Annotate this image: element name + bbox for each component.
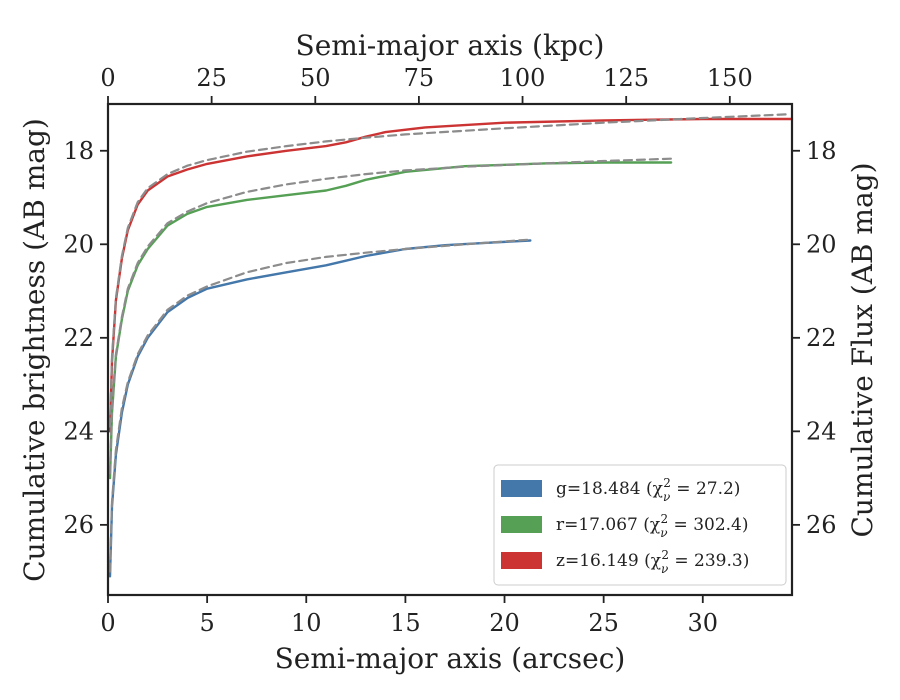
- model-line-z: [108, 113, 790, 428]
- top-x-tick-label: 125: [603, 64, 649, 92]
- curves-layer: [108, 113, 794, 578]
- top-x-axis-label: Semi-major axis (kpc): [296, 29, 605, 62]
- right-y-tick-label: 18: [806, 137, 837, 165]
- right-y-tick-label: 24: [806, 417, 837, 445]
- top-x-tick-label: 150: [707, 64, 753, 92]
- legend: g=18.484 (χν2 = 27.2) r=17.067 (χν2 = 302…: [493, 464, 787, 586]
- right-y-tick-label: 20: [806, 230, 837, 258]
- legend-box: [493, 464, 787, 586]
- y-tick-label: 24: [63, 417, 94, 445]
- x-tick-label: 5: [199, 609, 214, 637]
- y-axis-label: Cumulative brightness (AB mag): [18, 118, 51, 582]
- right-y-tick-label: 22: [806, 324, 837, 352]
- legend-swatch: [501, 516, 542, 533]
- plot-frame: [106, 102, 794, 597]
- series-line-g: [108, 239, 532, 578]
- y-tick-label: 18: [63, 137, 94, 165]
- ticks-layer: 0 5 10 15 20 25 30 0 25 50 75 100 125 150 18 18 20 20 22 22…: [63, 64, 836, 637]
- x-tick-label: 15: [390, 609, 421, 637]
- model-line-g: [108, 238, 532, 573]
- x-tick-label: 20: [489, 609, 520, 637]
- model-line-r: [108, 157, 673, 475]
- legend-label: r=17.067 (χν2 = 302.4): [556, 512, 749, 540]
- x-tick-label: 25: [588, 609, 619, 637]
- y-tick-label: 20: [63, 230, 94, 258]
- x-axis-label: Semi-major axis (arcsec): [275, 642, 626, 675]
- top-x-tick-label: 100: [500, 64, 546, 92]
- top-x-tick-label: 0: [100, 64, 115, 92]
- top-x-tick-label: 75: [404, 64, 435, 92]
- legend-swatch: [501, 480, 542, 497]
- y-tick-label: 22: [63, 324, 94, 352]
- series-line-z: [108, 117, 794, 433]
- x-tick-label: 10: [291, 609, 322, 637]
- x-tick-label: 30: [688, 609, 719, 637]
- right-y-axis-label: Cumulative Flux (AB mag): [846, 162, 879, 537]
- top-x-tick-label: 25: [196, 64, 227, 92]
- right-y-tick-label: 26: [806, 511, 837, 539]
- y-tick-label: 26: [63, 511, 94, 539]
- legend-swatch: [501, 552, 542, 569]
- legend-label: z=16.149 (χν2 = 239.3): [556, 548, 749, 576]
- x-tick-label: 0: [100, 609, 115, 637]
- top-x-tick-label: 50: [300, 64, 331, 92]
- legend-label: g=18.484 (χν2 = 27.2): [556, 476, 740, 504]
